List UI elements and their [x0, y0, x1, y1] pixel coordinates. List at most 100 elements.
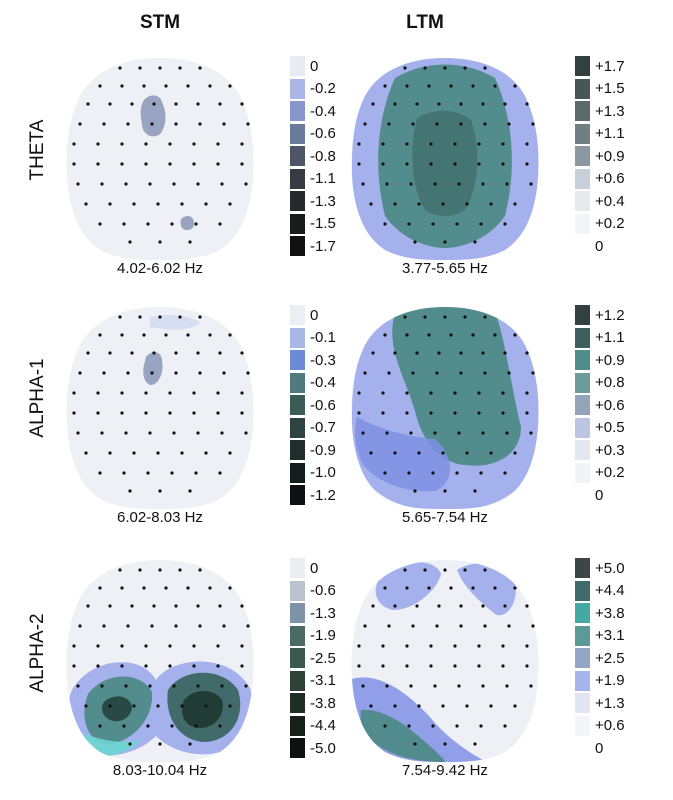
electrode-dot [196, 604, 200, 608]
scale-row: +0.4 [575, 191, 625, 211]
electrode-dot [405, 644, 409, 648]
panel-alpha-2-stm: 8.03-10.04 Hz 0 -0.6 -1.3 -1.9 -2.5 -3.1 -3.8 -4… [60, 540, 380, 800]
electrode-dot [381, 391, 385, 395]
electrode-dot [503, 102, 507, 106]
electrode-dot [76, 684, 80, 688]
scale-swatch [575, 462, 590, 483]
electrode-dot [393, 704, 397, 708]
scale-row: -4.4 [290, 715, 336, 736]
electrode-dot [142, 586, 146, 590]
scale-row: -0.7 [290, 417, 336, 438]
electrode-dot [403, 66, 407, 70]
electrode-dot [457, 182, 461, 186]
electrode-dot [429, 664, 433, 668]
scale-swatch [575, 191, 590, 211]
electrode-dot [449, 84, 453, 88]
electrode-dot [405, 162, 409, 166]
electrode-dot [481, 102, 485, 106]
electrode-dot [120, 142, 124, 146]
scale-swatch [290, 603, 305, 623]
scale-row: -1.5 [290, 213, 336, 234]
scale-row: -0.9 [290, 440, 336, 460]
electrode-dot [463, 315, 467, 319]
electrode-dot [361, 684, 365, 688]
electrode-dot [409, 431, 413, 435]
electrode-dot [124, 182, 128, 186]
electrode-dot [164, 333, 168, 337]
electrode-dot [102, 624, 106, 628]
electrode-dot [118, 568, 122, 572]
electrode-dot [170, 724, 174, 728]
electrode-dot [216, 664, 220, 668]
electrode-dot [443, 240, 447, 244]
electrode-dot [72, 391, 76, 395]
electrode-dot [146, 222, 150, 226]
electrode-dot [72, 411, 76, 415]
electrode-dot [218, 351, 222, 355]
electrode-dot [477, 391, 481, 395]
electrode-dot [222, 371, 226, 375]
electrode-dot [174, 604, 178, 608]
scale-row: -0.2 [290, 78, 336, 99]
scale-swatch [575, 327, 590, 348]
electrode-dot [194, 222, 198, 226]
electrode-dot [138, 66, 142, 70]
electrode-dot [393, 451, 397, 455]
scale-swatch [290, 78, 305, 99]
scale-swatch [290, 123, 305, 144]
frequency-label: 4.02-6.02 Hz [117, 260, 203, 277]
electrode-dot [361, 182, 365, 186]
electrode-dot [240, 604, 244, 608]
scale-swatch [290, 417, 305, 438]
scale-row: -1.3 [290, 191, 336, 211]
head-map [351, 307, 539, 509]
electrode-dot [463, 568, 467, 572]
electrode-dot [192, 411, 196, 415]
electrode-dot [126, 371, 130, 375]
electrode-dot [437, 604, 441, 608]
electrode-dot [409, 684, 413, 688]
scale-swatch [575, 738, 590, 758]
electrode-dot [148, 182, 152, 186]
electrode-dot [86, 604, 90, 608]
electrode-dot [144, 391, 148, 395]
scale-label: -1.3 [310, 192, 336, 210]
electrode-dot [244, 431, 248, 435]
electrode-dot [222, 624, 226, 628]
electrode-dot [178, 66, 182, 70]
scale-label: +1.1 [595, 329, 625, 346]
scale-swatch [290, 191, 305, 211]
electrode-dot [130, 351, 134, 355]
scale-row: +0.9 [575, 146, 625, 166]
electrode-dot [118, 66, 122, 70]
scale-swatch [290, 558, 305, 578]
electrode-dot [124, 431, 128, 435]
scale-label: +1.3 [595, 102, 625, 120]
electrode-dot [405, 411, 409, 415]
scale-row: -0.4 [290, 101, 336, 121]
electrode-dot [407, 724, 411, 728]
electrode-dot [132, 451, 136, 455]
electrode-dot [172, 182, 176, 186]
electrode-dot [244, 684, 248, 688]
electrode-dot [413, 742, 417, 746]
electrode-dot [108, 604, 112, 608]
scale-swatch [575, 168, 590, 189]
electrode-dot [240, 411, 244, 415]
electrode-dot [357, 142, 361, 146]
electrode-dot [96, 664, 100, 668]
electrode-dot [507, 122, 511, 126]
activation-region [140, 95, 166, 137]
electrode-dot [218, 102, 222, 106]
electrode-dot [383, 222, 387, 226]
scale-label: 0 [595, 237, 604, 255]
electrode-dot [174, 122, 178, 126]
scale-row: -3.1 [290, 670, 336, 691]
electrode-dot [393, 202, 397, 206]
activation-region [360, 709, 445, 762]
electrode-dot [220, 684, 224, 688]
electrode-dot [158, 66, 162, 70]
electrode-dot [529, 182, 533, 186]
electrode-dot [130, 102, 134, 106]
scale-row: +0.5 [575, 417, 625, 438]
